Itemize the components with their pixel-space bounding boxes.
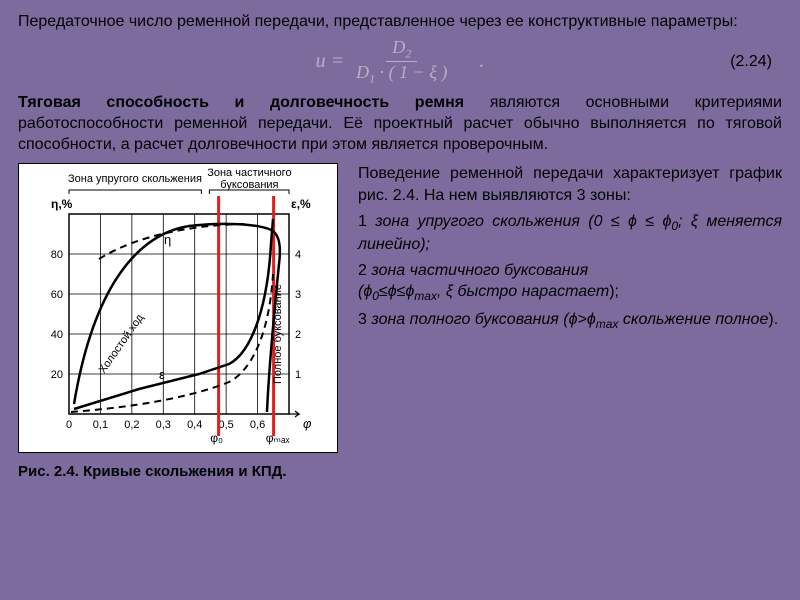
z2-title: зона частичного буксования — [371, 262, 588, 279]
numerator: D2 — [386, 37, 417, 63]
svg-text:φ: φ — [303, 416, 312, 431]
formula-dot: . — [479, 50, 484, 73]
svg-text:80: 80 — [51, 249, 63, 261]
zone-1: 1 зона упругого скольжения (0 ≤ ϕ ≤ ϕ0; … — [358, 211, 782, 256]
right-p1: Поведение ременной передачи характеризуе… — [358, 163, 782, 206]
svg-text:0,5: 0,5 — [218, 419, 233, 431]
svg-text:Зона частичного: Зона частичного — [207, 167, 291, 179]
zone-3: 3 зона полного буксования (ϕ>ϕmax скольж… — [358, 309, 782, 332]
z2c: (ϕ — [358, 283, 372, 300]
figure-caption: Рис. 2.4. Кривые скольжения и КПД. — [18, 463, 348, 480]
svg-text:ε,%: ε,% — [291, 197, 311, 211]
z1-num: 1 — [358, 213, 375, 230]
svg-text:φₘₐₓ: φₘₐₓ — [266, 431, 290, 445]
zone-2: 2 зона частичного буксования (ϕ0≤ϕ≤ϕmax,… — [358, 260, 782, 305]
chart-svg: Зона упругого скольжения Зона частичногоб… — [19, 164, 339, 454]
z3d: ). — [768, 311, 778, 328]
z3c: скольжение полное — [618, 311, 768, 328]
svg-text:Холостой ход: Холостой ход — [97, 312, 147, 376]
z1b: зона упругого скольжения (0 ≤ ϕ ≤ ϕ — [375, 213, 671, 230]
den-base: D — [356, 62, 369, 82]
svg-text:0,1: 0,1 — [93, 419, 108, 431]
svg-text:0,3: 0,3 — [156, 419, 171, 431]
svg-text:0,6: 0,6 — [250, 419, 265, 431]
z3-text: зона полного буксования (ϕ>ϕmax скольжен… — [371, 311, 768, 328]
intro-text: Передаточное число ременной передачи, пр… — [18, 12, 782, 33]
para2-bold: Тяговая способность и долговечность ремн… — [18, 94, 464, 111]
svg-text:1: 1 — [295, 369, 301, 381]
num-base: D — [392, 37, 405, 57]
formula-lhs: u = — [316, 50, 345, 73]
equation-number: (2.24) — [730, 53, 772, 71]
z2-num: 2 — [358, 262, 371, 279]
svg-text:Зона упругого скольжения: Зона упругого скольжения — [68, 173, 202, 185]
chart-column: Зона упругого скольжения Зона частичногоб… — [18, 163, 348, 480]
z2f: быстро нарастает — [457, 283, 609, 300]
formula: u = D2 D1 · ( 1 − ξ ) . — [316, 37, 485, 87]
svg-text:η: η — [164, 232, 171, 247]
z2e: , ξ — [437, 283, 457, 300]
svg-text:2: 2 — [295, 329, 301, 341]
svg-text:3: 3 — [295, 289, 301, 301]
svg-text:буксования: буксования — [220, 179, 278, 191]
z3b: зона полного буксования (ϕ>ϕ — [371, 311, 595, 328]
z2s1: 0 — [372, 289, 379, 303]
den-rest: · ( 1 − ξ ) — [375, 62, 447, 82]
svg-text:η,%: η,% — [51, 197, 73, 211]
svg-text:4: 4 — [295, 249, 301, 261]
chart-box: Зона упругого скольжения Зона частичногоб… — [18, 163, 338, 453]
svg-text:φ₀: φ₀ — [210, 431, 223, 445]
denominator: D1 · ( 1 − ξ ) — [350, 62, 453, 87]
z2s2: max — [414, 289, 437, 303]
z2d: ≤ϕ≤ϕ — [379, 283, 414, 300]
z3-num: 3 — [358, 311, 371, 328]
svg-text:60: 60 — [51, 289, 63, 301]
svg-text:Полное буксование: Полное буксование — [272, 284, 284, 384]
svg-text:ε: ε — [159, 367, 165, 382]
paragraph-2: Тяговая способность и долговечность ремн… — [18, 93, 782, 155]
svg-text:0,4: 0,4 — [187, 419, 202, 431]
num-sub: 2 — [405, 46, 411, 60]
formula-row: u = D2 D1 · ( 1 − ξ ) . (2.24) — [18, 37, 782, 87]
svg-text:20: 20 — [51, 369, 63, 381]
z2g: ); — [609, 283, 619, 300]
svg-text:40: 40 — [51, 329, 63, 341]
z3s: max — [596, 317, 619, 331]
z1-text: зона упругого скольжения (0 ≤ ϕ ≤ ϕ0; ξ … — [358, 213, 782, 253]
svg-text:0: 0 — [66, 419, 72, 431]
right-column: Поведение ременной передачи характеризуе… — [358, 163, 782, 480]
main-row: Зона упругого скольженияЗона частичногоб… — [18, 163, 782, 480]
fraction: D2 D1 · ( 1 − ξ ) — [350, 37, 453, 87]
z2-expr: (ϕ0≤ϕ≤ϕmax, ξ быстро нарастает); — [358, 283, 619, 300]
svg-text:0,2: 0,2 — [124, 419, 139, 431]
